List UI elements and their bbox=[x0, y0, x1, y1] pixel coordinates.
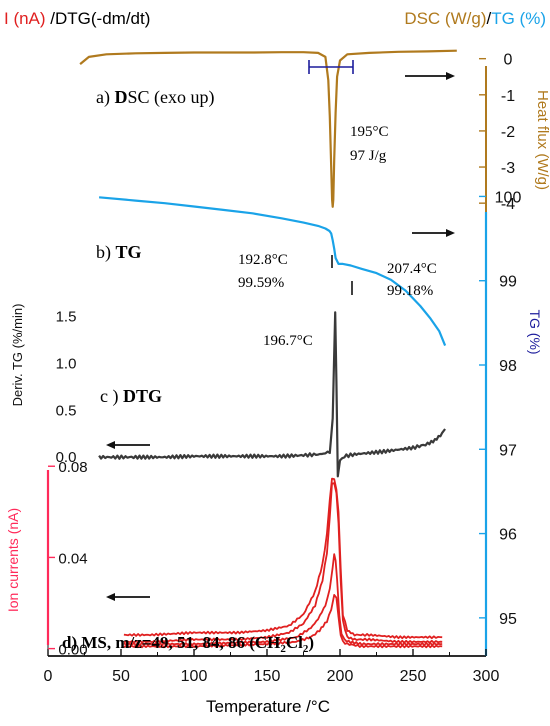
x-tick-label: 100 bbox=[181, 668, 208, 685]
dsc-tick-label: -1 bbox=[501, 88, 515, 105]
panel-c-label: c ) DTG bbox=[100, 386, 162, 407]
ms-tick-label: 0.04 bbox=[58, 550, 87, 567]
panel-b-bold: TG bbox=[116, 242, 142, 262]
tg-tick-label: 95 bbox=[499, 611, 517, 628]
series-m-z-86-line bbox=[123, 594, 443, 649]
dsc-tick-label: 0 bbox=[504, 52, 513, 69]
tg-onset-mass-annotation: 99.59% bbox=[238, 275, 284, 291]
dsc-peak-enthalpy-annotation: 97 J/g bbox=[350, 148, 387, 164]
dtg-tick-label: 0.0 bbox=[56, 449, 77, 466]
series-m-z-84-line bbox=[123, 553, 443, 646]
series-tg-line bbox=[99, 196, 447, 347]
x-axis-label: Temperature /°C bbox=[206, 697, 330, 716]
dsc-axis-arrow bbox=[405, 72, 455, 80]
panel-d-end: ) bbox=[308, 633, 314, 652]
dsc-peak-temp-annotation: 195°C bbox=[350, 124, 389, 140]
dsc-tick-label: -4 bbox=[501, 196, 515, 213]
x-tick-label: 50 bbox=[112, 668, 130, 685]
panel-d-sub1: 2 bbox=[280, 643, 286, 655]
ion-current-axis-label: Ion currents (nA) bbox=[5, 508, 21, 612]
panel-d-sub2: 2 bbox=[303, 643, 309, 655]
header-ion-current-label: I (nA) bbox=[4, 9, 46, 28]
dtg-axis-label: Deriv. TG (%/min) bbox=[10, 304, 25, 407]
ms-tick-label: 0.00 bbox=[58, 642, 87, 659]
curves-group bbox=[79, 49, 457, 649]
dsc-integration-bracket bbox=[308, 60, 354, 74]
ms-axis-arrow bbox=[106, 593, 150, 601]
panel-a-label: a) DSC (exo up) bbox=[96, 87, 214, 108]
dtg-tick-label: 0.5 bbox=[56, 402, 77, 419]
x-tick-label: 200 bbox=[327, 668, 354, 685]
panel-b-prefix: b) bbox=[96, 242, 116, 263]
series-m-z-49-line bbox=[123, 477, 443, 640]
x-tick-label: 0 bbox=[44, 668, 53, 685]
header-left-title: I (nA) /DTG(-dm/dt) bbox=[4, 9, 150, 28]
dtg-tick-label: 1.0 bbox=[56, 355, 77, 372]
header-dsc-label: DSC (W/g) bbox=[404, 9, 486, 28]
tg-end-mass-annotation: 99.18% bbox=[387, 283, 433, 299]
dsc-tick-label: -2 bbox=[501, 124, 515, 141]
header-tg-label: TG (%) bbox=[491, 9, 546, 28]
x-tick-label: 300 bbox=[473, 668, 500, 685]
dtg-tick-label: 1.5 bbox=[56, 308, 77, 325]
ms-tick-label: 0.08 bbox=[58, 459, 87, 476]
panel-b-label: b) TG bbox=[96, 242, 142, 263]
panel-d-main: d) MS, m/z=49, 51, 84, 86 (CH bbox=[62, 633, 280, 652]
x-tick-label: 250 bbox=[400, 668, 427, 685]
dtg-peak-annotation: 196.7°C bbox=[263, 333, 313, 349]
tg-onset-temp-annotation: 192.8°C bbox=[238, 252, 288, 268]
dsc-tick-label: -3 bbox=[501, 160, 515, 177]
panel-d-mid: Cl bbox=[286, 633, 303, 652]
tg-axis-label: TG (%) bbox=[527, 309, 543, 354]
header-slash: / bbox=[486, 9, 491, 28]
panel-a-rest: SC (exo up) bbox=[127, 87, 214, 108]
tg-tick-label: 98 bbox=[499, 358, 517, 375]
header-dtg-label: /DTG(-dm/dt) bbox=[46, 9, 151, 28]
panel-d-label: d) MS, m/z=49, 51, 84, 86 (CH2Cl2) bbox=[62, 633, 314, 655]
series-dtg-line bbox=[98, 311, 446, 478]
panel-a-prefix: a) bbox=[96, 87, 114, 108]
panel-c-prefix: c ) bbox=[100, 386, 123, 407]
series-m-z-51-line bbox=[123, 482, 443, 644]
tg-axis-arrow bbox=[412, 229, 455, 237]
panel-a-bold: D bbox=[114, 87, 127, 107]
tg-tick-label: 96 bbox=[499, 527, 517, 544]
dsc-axis-label: Heat flux (W/g) bbox=[534, 90, 550, 190]
tg-tick-label: 99 bbox=[499, 274, 517, 291]
tg-end-temp-annotation: 207.4°C bbox=[387, 261, 437, 277]
axes-ticks-group: 0 50 100 150 200 250 3000-1-2-3-41009998979695… bbox=[44, 52, 522, 685]
x-tick-label: 150 bbox=[254, 668, 281, 685]
dtg-axis-arrow bbox=[106, 441, 150, 449]
panel-c-bold: DTG bbox=[123, 386, 162, 406]
tg-tick-label: 97 bbox=[499, 442, 517, 459]
tg-tick-label: 100 bbox=[495, 189, 522, 206]
series-dsc-line bbox=[79, 49, 457, 208]
header-right-title: DSC (W/g)/TG (%) bbox=[404, 9, 546, 28]
